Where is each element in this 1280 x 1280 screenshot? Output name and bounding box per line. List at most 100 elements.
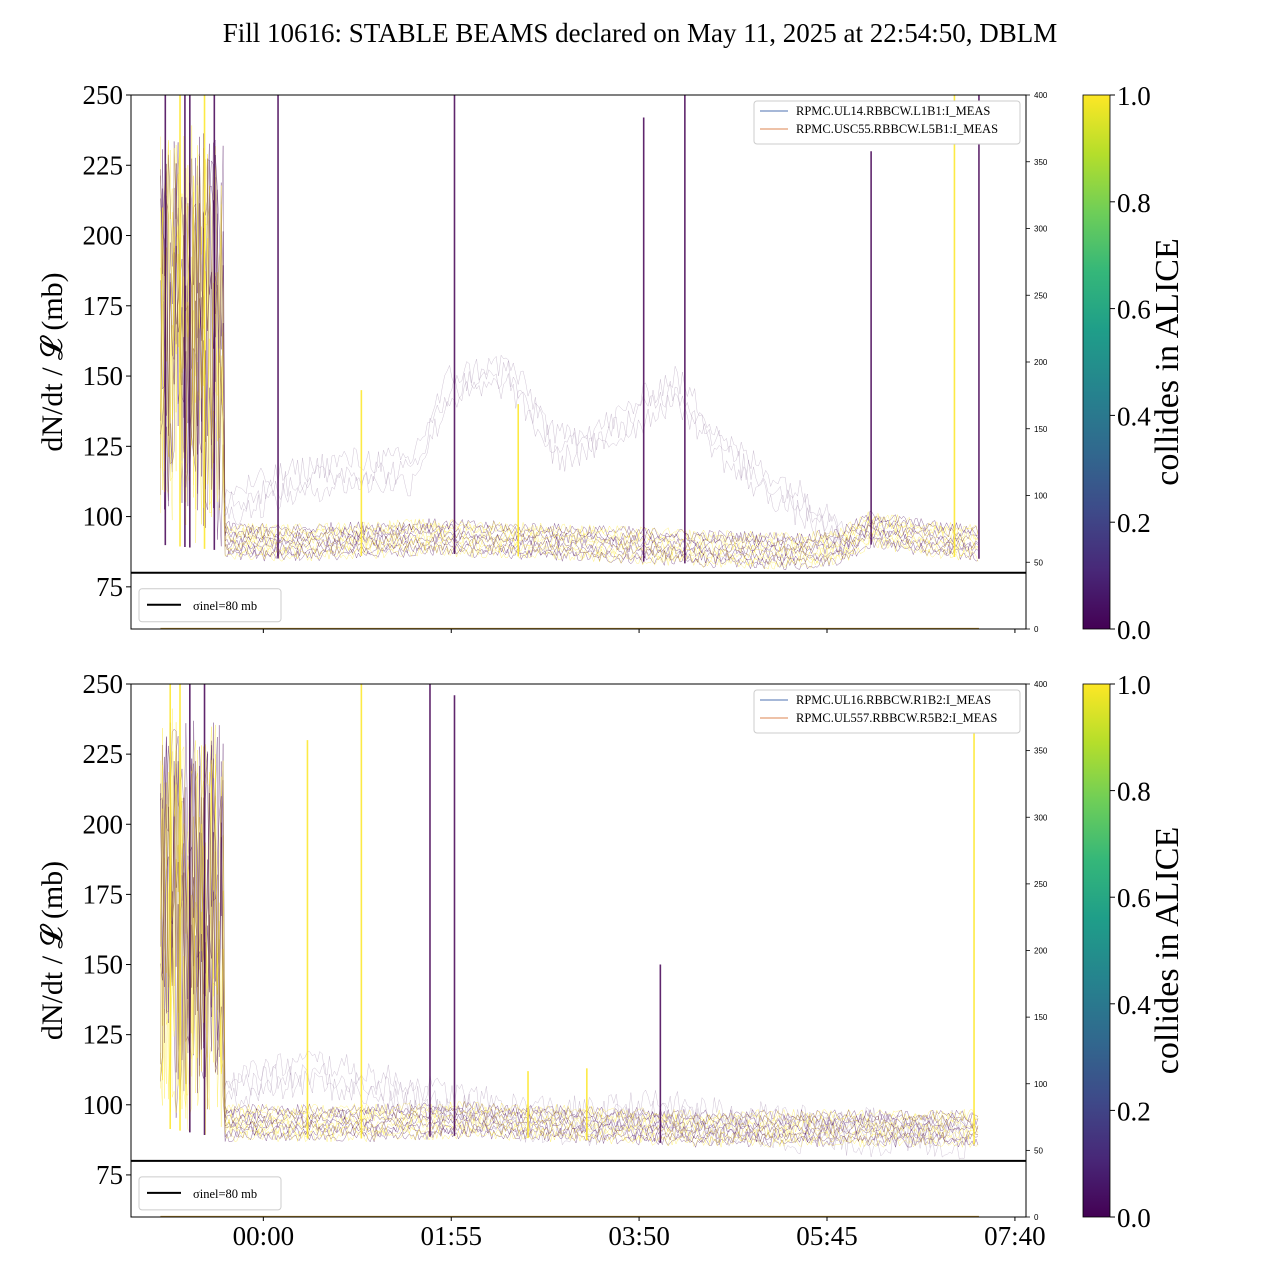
panel-bottom-ytick-label-4: 175 — [83, 879, 124, 909]
panel-top-ytick-label-0: 75 — [96, 572, 123, 602]
panel-bottom-xtick-label-3: 05:45 — [796, 1221, 858, 1251]
panel-top-trace-11 — [160, 141, 979, 552]
panel-top-ref-legend-label: σinel=80 mb — [193, 599, 257, 613]
panel-bottom-trace-13 — [160, 708, 979, 1122]
panel-top-legend-box — [753, 100, 1021, 145]
panel-top-halo-trace-2 — [223, 373, 845, 556]
panel-bottom-ytick-label-0: 75 — [96, 1160, 123, 1190]
panel-top-trace-8 — [160, 155, 979, 566]
panel-bottom-ytick-label-6: 225 — [83, 739, 124, 769]
panel-top-y2tick-label-5: 250 — [1034, 291, 1048, 300]
panel-bottom-ytick-label-7: 250 — [83, 669, 124, 699]
panel-top-colorbar-tick-label-3: 0.6 — [1117, 295, 1151, 325]
panel-bottom-y2tick-label-5: 250 — [1034, 880, 1048, 889]
panel-bottom-colorbar-tick-label-2: 0.4 — [1117, 990, 1151, 1020]
panel-bottom-trace-3 — [160, 727, 979, 1135]
panel-bottom-trace-11 — [160, 719, 979, 1130]
panel-bottom-y2tick-label-6: 300 — [1034, 813, 1048, 822]
panel-top-y2tick-label-0: 0 — [1034, 625, 1039, 634]
panel-bottom-y2tick-label-1: 50 — [1034, 1146, 1043, 1155]
panel-top-ytick-label-4: 175 — [83, 291, 124, 321]
panel-bottom-y2tick-label-4: 200 — [1034, 947, 1048, 956]
panel-bottom-colorbar-label-text: collides in ALICE — [1149, 827, 1186, 1074]
panel-top-colorbar — [1082, 94, 1111, 630]
panel-top-y2tick-label-6: 300 — [1034, 225, 1048, 234]
panel-top-ytick-label-7: 250 — [83, 80, 124, 110]
panel-top-trace-3 — [160, 139, 979, 557]
panel-bottom-legend-label-0: RPMC.UL16.RBBCW.R1B2:I_MEAS — [796, 693, 991, 707]
panel-bottom-halo-trace-0 — [223, 1051, 967, 1137]
panel-top-ytick-label-3: 150 — [83, 361, 124, 391]
panel-top-trace-7 — [160, 174, 979, 570]
panel-bottom-y2tick-label-8: 400 — [1034, 680, 1048, 689]
panel-bottom-trace-0 — [160, 744, 979, 1149]
panel-bottom-colorbar — [1082, 683, 1111, 1218]
panel-bottom-ref-legend-label: σinel=80 mb — [193, 1187, 257, 1201]
panel-top-y2tick-label-3: 150 — [1034, 425, 1048, 434]
panel-bottom-trace-5 — [160, 722, 979, 1126]
panel-top-ytick-label-2: 125 — [83, 431, 124, 461]
panel-bottom-colorbar-tick-label-4: 0.8 — [1117, 777, 1151, 807]
panel-top-trace-10 — [160, 145, 979, 557]
panel-top-colorbar-tick-label-5: 1.0 — [1117, 81, 1151, 111]
panel-bottom-xtick-label-0: 00:00 — [233, 1221, 295, 1251]
panel-top-trace-1 — [160, 164, 979, 566]
panel-top-colorbar-tick-label-2: 0.4 — [1117, 401, 1151, 431]
panel-bottom-trace-8 — [160, 758, 979, 1144]
panel-bottom-colorbar-label: collides in ALICE — [1149, 827, 1186, 1074]
panel-bottom-ytick-label-3: 150 — [83, 950, 124, 980]
panel-top-y2tick-label-8: 400 — [1034, 91, 1048, 100]
panel-bottom-ref-legend-box — [138, 1176, 282, 1211]
panel-bottom-xtick-label-2: 03:50 — [608, 1221, 670, 1251]
panel-top-colorbar-label: collides in ALICE — [1149, 238, 1186, 485]
panel-bottom-colorbar-tick-label-5: 1.0 — [1117, 670, 1151, 700]
panel-top-y2tick-label-1: 50 — [1034, 558, 1043, 567]
panel-bottom-y2tick-label-3: 150 — [1034, 1013, 1048, 1022]
panel-top-trace-12 — [160, 136, 979, 548]
panel-top-halo-trace-0 — [223, 354, 845, 534]
panel-bottom-trace-10 — [160, 722, 979, 1135]
panel-top-trace-5 — [160, 136, 979, 548]
panel-top-legend-label-1: RPMC.USC55.RBBCW.L5B1:I_MEAS — [796, 122, 998, 136]
panel-top-legend-label-0: RPMC.UL14.RBBCW.L1B1:I_MEAS — [796, 104, 990, 118]
panel-top-trace-13 — [160, 125, 979, 544]
panel-top-ytick-label-1: 100 — [83, 502, 124, 532]
panel-top-y2tick-label-2: 100 — [1034, 492, 1048, 501]
panel-bottom-ylabel-text: dN/dt / 𝓛 (mb) — [36, 861, 69, 1040]
panel-bottom-legend-label-1: RPMC.UL557.RBBCW.R5B2:I_MEAS — [796, 711, 997, 725]
panel-top-ylabel-text: dN/dt / 𝓛 (mb) — [36, 272, 69, 451]
panel-top-trace-2 — [160, 158, 979, 562]
panel-bottom-y2tick-label-0: 0 — [1034, 1213, 1039, 1222]
panel-bottom-trace-12 — [160, 720, 979, 1126]
panel-top-trace-4 — [160, 154, 979, 553]
panel-bottom-trace-9 — [160, 782, 979, 1140]
panel-bottom-ytick-label-1: 100 — [83, 1090, 124, 1120]
panel-top-trace-6 — [160, 133, 979, 544]
panel-top-colorbar-tick-label-1: 0.2 — [1117, 508, 1151, 538]
panel-top-ytick-label-5: 200 — [83, 221, 124, 251]
panel-bottom-ytick-label-2: 125 — [83, 1020, 124, 1050]
panel-bottom-trace-1 — [160, 751, 979, 1144]
panel-bottom-colorbar-tick-label-3: 0.6 — [1117, 883, 1151, 913]
panel-top-y2tick-label-4: 200 — [1034, 358, 1048, 367]
panel-bottom-trace-6 — [160, 723, 979, 1122]
panel-top-trace-0 — [160, 149, 979, 571]
panel-bottom-colorbar-tick-label-0: 0.0 — [1117, 1203, 1151, 1233]
panel-top-ytick-label-6: 225 — [83, 150, 124, 180]
panel-top-trace-9 — [160, 148, 979, 562]
panel-bottom-y2tick-label-7: 350 — [1034, 747, 1048, 756]
panel-bottom-trace-7 — [160, 749, 979, 1149]
panel-top-ylabel: dN/dt / 𝓛 (mb) — [36, 272, 69, 451]
panel-bottom-colorbar-tick-label-1: 0.2 — [1117, 1096, 1151, 1126]
panel-bottom-y2tick-label-2: 100 — [1034, 1080, 1048, 1089]
panel-top-halo-trace-1 — [223, 360, 845, 539]
panel-top-colorbar-tick-label-0: 0.0 — [1117, 615, 1151, 645]
panel-bottom-halo-trace-2 — [223, 1070, 967, 1160]
chart-title: Fill 10616: STABLE BEAMS declared on May… — [222, 18, 1058, 48]
panel-bottom-xtick-label-1: 01:55 — [421, 1221, 483, 1251]
panel-top-y2tick-label-7: 350 — [1034, 158, 1048, 167]
panel-bottom-ylabel: dN/dt / 𝓛 (mb) — [36, 861, 69, 1040]
panel-bottom-xtick-label-4: 07:40 — [984, 1221, 1046, 1251]
panel-bottom-ytick-label-5: 200 — [83, 809, 124, 839]
